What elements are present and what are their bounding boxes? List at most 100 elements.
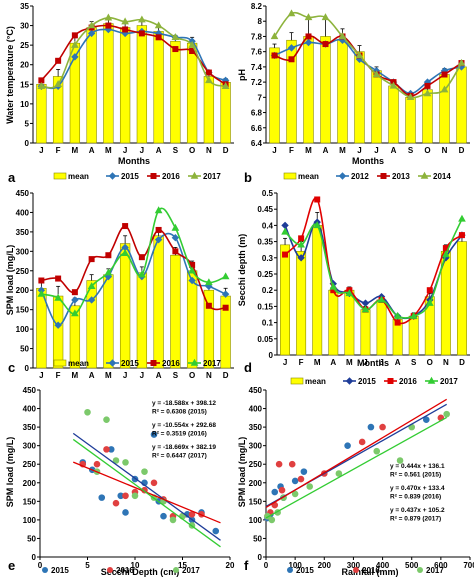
regression-equation: R² = 0.561 (2015) — [390, 472, 441, 479]
x-tick-label: 500 — [405, 561, 419, 570]
legend-label: 2017 — [440, 377, 458, 386]
bar — [328, 289, 339, 356]
series-point-2017 — [154, 206, 163, 214]
series-point-2017 — [71, 40, 79, 48]
bar — [153, 235, 164, 369]
legend-marker-2016 — [150, 173, 157, 179]
series-point-2017 — [297, 240, 305, 248]
x-tick-label: M — [105, 371, 112, 380]
bar — [103, 274, 114, 369]
legend-label: 2017 — [203, 172, 221, 181]
panel-letter: f — [244, 558, 249, 573]
bar — [186, 42, 198, 144]
scatter-point-2017 — [306, 483, 314, 490]
scatter-point-2015 — [212, 527, 220, 535]
panel-letter: c — [8, 360, 15, 375]
x-tick-label: M — [72, 371, 79, 380]
y-tick-label: 400 — [16, 208, 30, 217]
y-tick-label: 50 — [27, 534, 36, 543]
y-tick-label: 450 — [249, 386, 263, 395]
x-tick-label: N — [206, 371, 212, 380]
x-tick-label: D — [459, 358, 465, 367]
panel-letter: e — [8, 558, 15, 573]
panel-letter: b — [244, 170, 252, 185]
series-point-2017 — [188, 266, 196, 274]
scatter-point-2017 — [443, 410, 450, 418]
bar — [153, 31, 164, 144]
x-tick-label: 20 — [226, 561, 235, 570]
legend-label: mean — [298, 172, 319, 181]
scatter-point-2017 — [84, 408, 91, 416]
x-tick-label: J — [123, 146, 127, 155]
x-tick-label: J — [39, 146, 43, 155]
series-point-2015 — [87, 296, 96, 304]
x-axis-title: Rainfall (mm) — [341, 567, 398, 577]
y-tick-label: 7 — [258, 93, 263, 102]
legend-marker-2012 — [338, 172, 347, 180]
x-tick-label: N — [442, 146, 448, 155]
legend-marker-2015 — [287, 567, 293, 573]
x-tick-label: N — [206, 146, 212, 155]
y-tick-label: 200 — [23, 479, 37, 488]
y-tick-label: 400 — [249, 405, 263, 414]
series-point-2017 — [154, 21, 163, 29]
series-point-2016 — [122, 26, 129, 33]
trend-line-2016 — [265, 398, 448, 509]
bar — [186, 270, 198, 369]
legend-marker-2017 — [173, 567, 179, 573]
x-tick-label: M — [314, 358, 321, 367]
regression-equation: y = -18.669x + 382.19 — [152, 444, 216, 451]
y-tick-label: 300 — [249, 442, 263, 451]
legend-swatch-mean — [290, 377, 304, 385]
scatter-point-2016 — [379, 423, 386, 431]
series-point-2016 — [172, 46, 179, 53]
series-point-2017 — [205, 278, 213, 286]
series-point-2017 — [458, 214, 466, 222]
bar — [136, 25, 148, 144]
y-tick-label: 0 — [25, 364, 30, 373]
bar — [103, 23, 114, 144]
scatter-point-2017 — [141, 468, 148, 475]
scatter-point-2016 — [150, 479, 158, 487]
legend-label: mean — [68, 172, 89, 181]
series-point-2016 — [71, 289, 78, 296]
scatter-point-2015 — [150, 431, 158, 438]
y-tick-label: 100 — [23, 516, 37, 525]
x-tick-label: A — [156, 146, 162, 155]
series-point-2014 — [389, 81, 398, 89]
series-point-2017 — [71, 309, 79, 317]
legend-label: 2016 — [399, 377, 417, 386]
series-line-2014 — [273, 11, 463, 99]
regression-equation: y = -18.588x + 398.12 — [152, 400, 216, 407]
y-tick-label: 0.35 — [257, 238, 273, 247]
x-axis-title: Months — [357, 358, 389, 368]
bar — [296, 251, 307, 356]
legend-label: 2017 — [182, 566, 200, 575]
series-point-2016 — [105, 22, 112, 29]
panel-a: 0 5 10 15 20 25 30 35 Water temperature (°C) Mont… — [5, 2, 234, 185]
series-point-2016 — [55, 275, 62, 282]
series-point-2016 — [138, 30, 145, 37]
x-tick-label: A — [395, 358, 401, 367]
y-tick-label: 350 — [249, 423, 263, 432]
y-tick-label: 250 — [16, 267, 30, 276]
y-tick-label: 0.15 — [257, 302, 273, 311]
series-point-2017 — [188, 40, 196, 48]
y-tick-label: 0 — [258, 553, 263, 562]
legend: 2015 2016 2017 — [287, 566, 444, 575]
series-point-2015 — [221, 290, 230, 298]
legend-swatch-mean — [283, 172, 297, 180]
bar — [136, 272, 148, 369]
x-tick-label: S — [173, 371, 179, 380]
series-point-2015 — [361, 299, 370, 307]
series-point-2017 — [37, 82, 46, 89]
series-point-2014 — [423, 89, 432, 97]
scatter-point-2016 — [112, 499, 120, 507]
panel-f: 0 50 100 150 200 250 300 350 400 450 SPM load (mg/… — [237, 386, 474, 577]
bar — [303, 36, 314, 144]
y-tick-label: 0.05 — [257, 335, 273, 344]
y-tick-label: 30 — [20, 22, 29, 31]
series-point-2017 — [87, 21, 96, 29]
regression-equation: R² = 0.839 (2016) — [390, 494, 441, 501]
x-tick-label: J — [379, 358, 383, 367]
